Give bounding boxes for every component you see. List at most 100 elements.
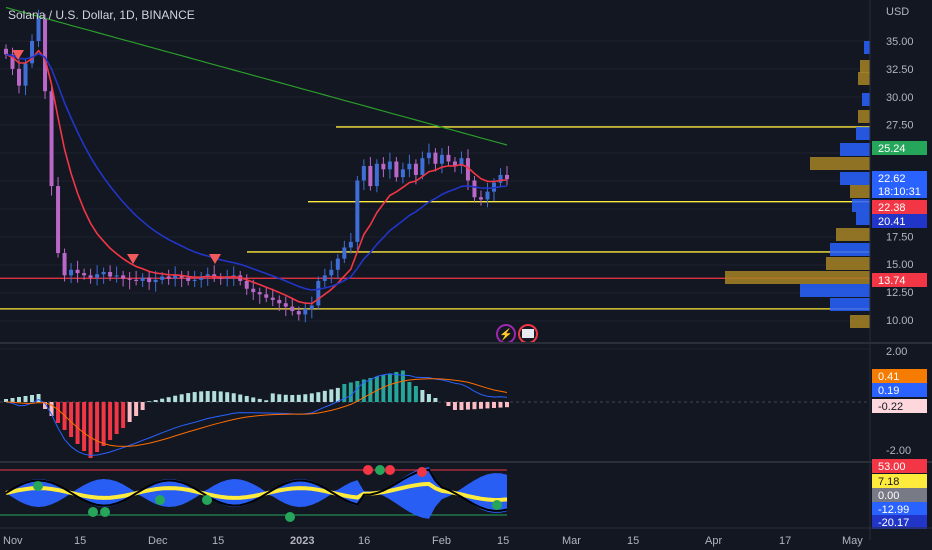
candle-body — [478, 197, 483, 200]
candle-body — [4, 48, 8, 55]
candle-body — [108, 272, 113, 277]
x-tick: 15 — [212, 535, 224, 547]
x-tick: 16 — [358, 535, 370, 547]
macd-tag — [872, 369, 927, 383]
price-tick: 32.50 — [886, 64, 914, 76]
macd-histogram-bar — [478, 402, 483, 409]
volume-profile-bar — [830, 243, 870, 256]
candle-body — [413, 163, 418, 175]
candle-body — [121, 275, 126, 279]
macd-histogram-bar — [173, 395, 178, 402]
candle-body — [270, 297, 275, 300]
macd-histogram-bar — [127, 402, 132, 422]
candle-body — [498, 174, 503, 183]
down-triangle-marker — [209, 254, 221, 264]
price-tag — [872, 200, 927, 214]
price-tick: 17.50 — [886, 231, 914, 243]
candle-body — [264, 294, 269, 298]
down-triangle-marker — [12, 50, 24, 60]
candle-body — [251, 288, 256, 293]
price-tick: 15.00 — [886, 259, 914, 271]
candle-body — [394, 161, 399, 178]
osc-tag — [872, 502, 927, 516]
candle-body — [205, 274, 210, 277]
volume-profile-bar — [856, 212, 870, 225]
macd-histogram-bar — [433, 398, 438, 402]
volume-profile-bar — [862, 93, 870, 106]
macd-histogram-bar — [147, 401, 152, 402]
macd-histogram-bar — [108, 402, 113, 440]
macd-histogram-bar — [140, 402, 145, 410]
macd-histogram-bar — [56, 402, 61, 423]
macd-histogram-bar — [160, 398, 165, 402]
price-tag — [872, 141, 927, 155]
macd-histogram-bar — [368, 378, 373, 402]
volume-profile-bar — [858, 72, 870, 85]
ema-slow-line — [5, 6, 508, 146]
x-tick: 15 — [627, 535, 639, 547]
volume-profile-bar — [850, 315, 870, 328]
candle-body — [95, 274, 100, 278]
osc-signal-dot — [202, 495, 212, 505]
price-tag-text: 13.74 — [878, 275, 906, 287]
volume-profile-bar — [830, 298, 870, 311]
volume-profile-bar — [850, 185, 870, 198]
candle-body — [420, 158, 425, 175]
candle-body — [69, 269, 74, 276]
macd-histogram-bar — [413, 386, 418, 402]
macd-histogram-bar — [491, 402, 496, 408]
macd-histogram-bar — [186, 393, 191, 402]
candle-body — [329, 269, 334, 276]
candle-body — [101, 272, 106, 275]
macd-tag-text: 0.19 — [878, 385, 899, 397]
macd-histogram-bar — [303, 394, 308, 402]
macd-histogram-bar — [381, 375, 386, 402]
x-tick: May — [842, 535, 863, 547]
volume-profile-bar — [725, 271, 870, 284]
volume-profile-bar — [852, 199, 870, 212]
osc-signal-dot — [88, 507, 98, 517]
macd-histogram-bar — [283, 394, 288, 402]
macd-histogram-bar — [218, 391, 223, 402]
macd-histogram-bar — [335, 387, 340, 402]
osc-tag — [872, 474, 927, 488]
candle-body — [244, 280, 249, 289]
osc-tag-text: 0.00 — [878, 490, 899, 502]
macd-histogram-bar — [452, 402, 457, 410]
macd-histogram-bar — [4, 399, 8, 402]
macd-histogram-bar — [498, 402, 503, 408]
osc-blue-area — [0, 467, 507, 519]
candle-body — [446, 154, 451, 162]
candle-body — [472, 180, 477, 198]
macd-histogram-bar — [348, 382, 353, 402]
macd-histogram-bar — [270, 393, 275, 402]
price-tick: 30.00 — [886, 92, 914, 104]
osc-signal-dot — [492, 500, 502, 510]
candle-body — [452, 161, 457, 166]
candle-body — [153, 279, 158, 283]
macd-histogram-bar — [114, 402, 119, 434]
x-tick: 15 — [74, 535, 86, 547]
x-tick: 2023 — [290, 535, 314, 547]
macd-histogram-bar — [23, 396, 28, 402]
candle-body — [316, 280, 321, 306]
candle-body — [186, 277, 191, 281]
macd-histogram-bar — [329, 389, 334, 402]
volume-profile-bar — [826, 257, 870, 270]
volume-profile-bar — [860, 60, 870, 73]
candle-body — [368, 165, 373, 187]
macd-histogram-bar — [277, 394, 282, 402]
candle-body — [433, 152, 438, 164]
macd-histogram-bar — [238, 394, 243, 402]
candle-body — [309, 305, 314, 309]
macd-histogram-bar — [316, 392, 321, 402]
macd-histogram-bar — [374, 376, 379, 402]
macd-histogram-bar — [49, 402, 54, 416]
osc-tag-text: 53.00 — [878, 461, 906, 473]
macd-histogram-bar — [290, 394, 295, 402]
osc-signal-dot — [417, 467, 427, 477]
macd-histogram-bar — [88, 402, 93, 458]
macd-histogram-bar — [36, 394, 41, 402]
macd-histogram-bar — [342, 384, 347, 402]
